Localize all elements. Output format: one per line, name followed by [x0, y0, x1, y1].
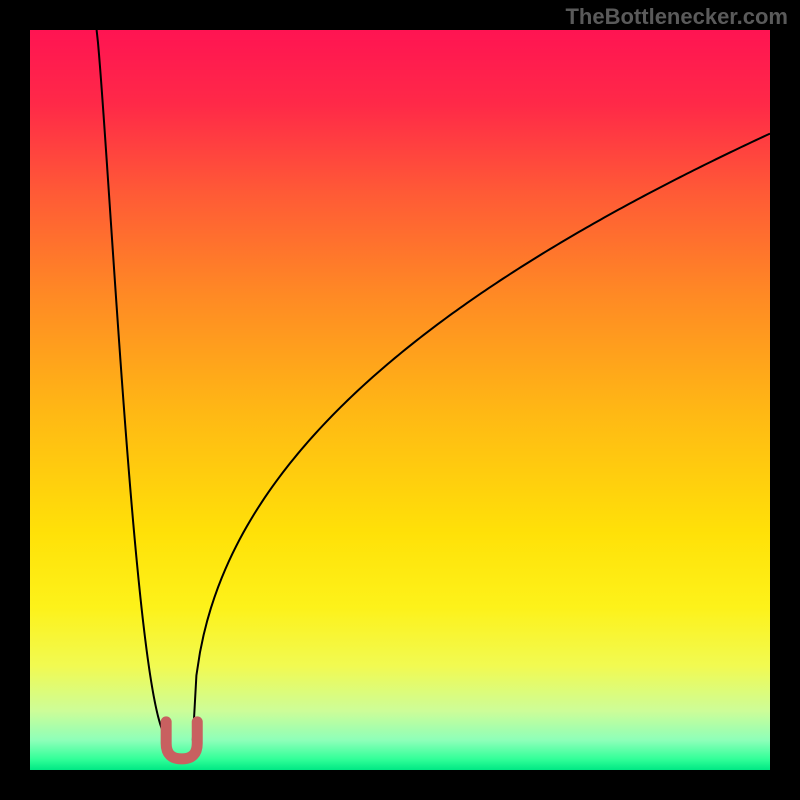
plot-area: [30, 30, 770, 770]
curve-layer: [30, 30, 770, 770]
chart-root: TheBottlenecker.com: [0, 0, 800, 800]
watermark-text: TheBottlenecker.com: [565, 4, 788, 30]
curve-right-branch: [193, 134, 770, 741]
curve-left-branch: [97, 30, 171, 740]
minimum-marker: [166, 722, 197, 759]
